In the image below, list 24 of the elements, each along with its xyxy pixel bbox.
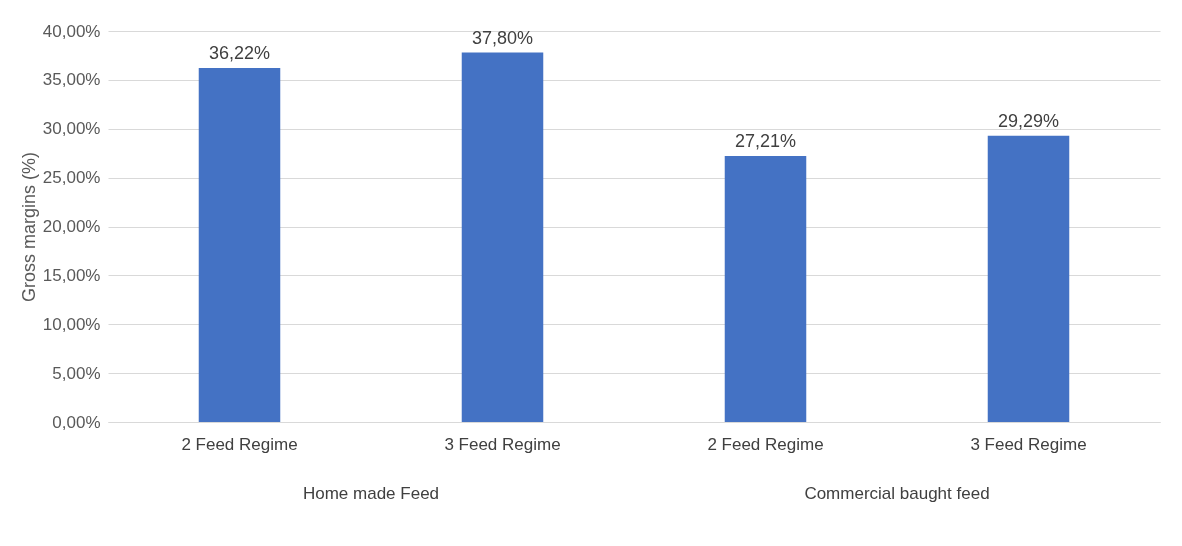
y-tick-label: 20,00% <box>42 217 101 236</box>
bar <box>724 156 807 422</box>
y-tick-label: 0,00% <box>52 412 101 432</box>
data-label: 29,29% <box>997 110 1060 131</box>
y-tick-label: 5,00% <box>52 363 101 383</box>
bar <box>198 67 281 422</box>
y-tick-label: 40,00% <box>42 21 101 41</box>
x-tick-label: 3 Feed Regime <box>444 434 561 454</box>
y-tick-label: 35,00% <box>42 70 101 90</box>
x-tick-label: 2 Feed Regime <box>707 434 824 454</box>
text: Commercial baught feed <box>804 484 990 503</box>
x-tick-label: 2 Feed Regime <box>181 434 298 454</box>
y-tick-label: 25,00% <box>42 168 101 188</box>
text: Home made Feed <box>302 484 440 503</box>
data-label: 36,22% <box>208 42 271 63</box>
data-label: 27,21% <box>734 131 797 152</box>
bar <box>461 52 544 422</box>
y-tick-label: 10,00% <box>42 314 101 334</box>
y-tick-label: 30,00% <box>42 119 101 139</box>
y-axis-title: Gross margins (%) <box>18 151 39 303</box>
y-tick-label: 15,00% <box>42 265 101 285</box>
data-label: 37,80% <box>471 27 534 48</box>
bar <box>987 135 1070 422</box>
x-tick-label: 3 Feed Regime <box>970 434 1087 454</box>
